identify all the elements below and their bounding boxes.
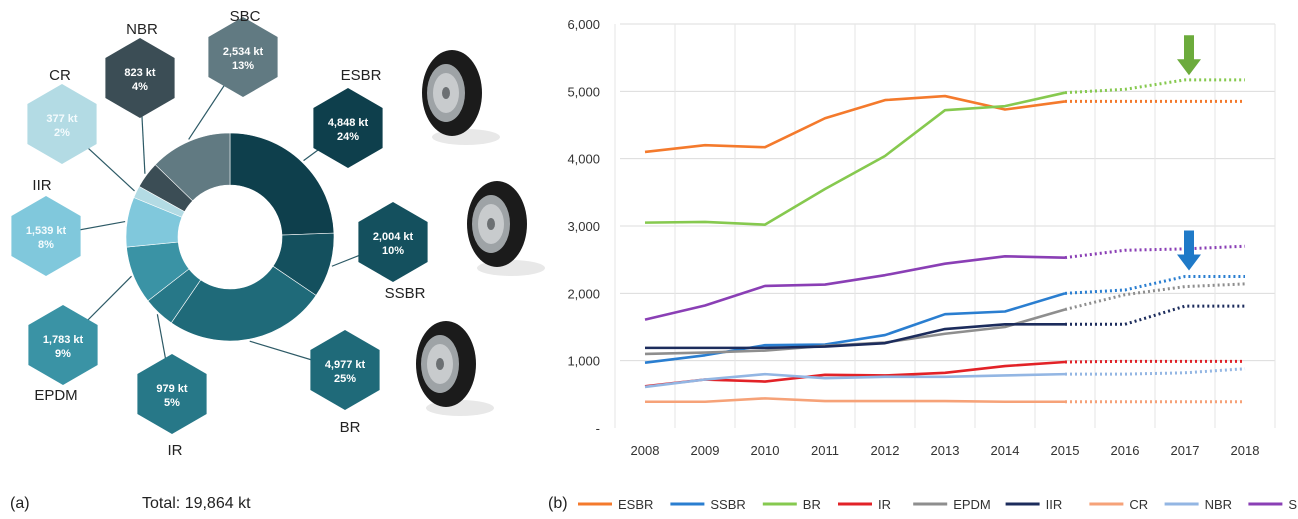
total-label: Total: 19,864 kt — [142, 495, 251, 512]
hexagon-value-nbr: 823 kt — [124, 67, 156, 79]
x-tick-label: 2015 — [1051, 443, 1080, 458]
legend-label-sbc: SBC — [1288, 497, 1298, 512]
tire-hub — [442, 87, 450, 99]
slice-name-cr: CR — [49, 67, 71, 84]
slice-name-ir: IR — [168, 442, 183, 459]
hexagon-pct-ssbr: 10% — [382, 245, 404, 257]
hexagon-value-esbr: 4,848 kt — [328, 117, 369, 129]
hexagon-value-iir: 1,539 kt — [26, 225, 67, 237]
x-tick-label: 2011 — [811, 443, 839, 458]
legend-label-nbr: NBR — [1205, 497, 1232, 512]
y-tick-label: 4,000 — [567, 152, 600, 167]
x-tick-label: 2008 — [631, 443, 660, 458]
legend-label-cr: CR — [1129, 497, 1148, 512]
series-line-ssbr — [644, 292, 1066, 364]
hexagon-pct-epdm: 9% — [55, 348, 71, 360]
hexagon-badge-iir — [11, 196, 81, 276]
hexagon-badge-epdm — [28, 305, 98, 385]
hexagon-badge-nbr — [105, 38, 175, 118]
hexagon-badge-ssbr — [358, 202, 428, 282]
trend-arrow-1 — [1177, 35, 1201, 76]
slice-name-nbr: NBR — [126, 21, 158, 38]
series-line-iir — [645, 323, 1065, 350]
legend-label-ir: IR — [878, 497, 891, 512]
series-forecast-iir — [1065, 304, 1245, 326]
hexagon-pct-cr: 2% — [54, 127, 70, 139]
legend-label-iir: IIR — [1046, 497, 1063, 512]
series-forecast-epdm — [1064, 282, 1246, 311]
x-tick-label: 2016 — [1111, 443, 1140, 458]
series-forecast-ir — [1064, 359, 1245, 364]
hexagon-value-sbc: 2,534 kt — [223, 46, 264, 58]
tire-image-2 — [467, 181, 545, 276]
donut-chart-panel: 4,848 kt 24% ESBR 2,004 kt 10% SSBR 4,977 kt 25… — [11, 8, 545, 459]
series-forecast-nbr — [1065, 367, 1246, 376]
y-tick-label: 3,000 — [567, 219, 600, 234]
hexagon-badge-br — [310, 330, 380, 410]
hexagon-value-ssbr: 2,004 kt — [373, 231, 414, 243]
series-forecast-sbc — [1064, 244, 1246, 260]
tire-image-3 — [416, 321, 494, 416]
series-line-nbr — [644, 372, 1066, 389]
legend-label-ssbr: SSBR — [710, 497, 745, 512]
panel-a-label: (a) — [10, 495, 30, 512]
x-tick-label: 2018 — [1231, 443, 1260, 458]
panel-b-label: (b) — [548, 495, 568, 512]
donut-slice-sbc — [154, 132, 231, 202]
slice-name-iir: IIR — [32, 177, 51, 194]
series-forecast-br — [1064, 78, 1245, 95]
y-tick-label: 5,000 — [567, 84, 600, 99]
donut-slice-esbr — [229, 132, 335, 236]
slice-name-esbr: ESBR — [341, 67, 382, 84]
hexagon-value-epdm: 1,783 kt — [43, 334, 84, 346]
series-line-br — [644, 91, 1066, 226]
y-tick-label: 2,000 — [567, 286, 600, 301]
tire-hub — [487, 218, 495, 230]
hexagon-pct-sbc: 13% — [232, 60, 254, 72]
hexagon-value-cr: 377 kt — [46, 113, 78, 125]
hexagon-pct-nbr: 4% — [132, 81, 148, 93]
hexagon-badge-cr — [27, 84, 97, 164]
slice-name-sbc: SBC — [230, 8, 261, 25]
slice-name-ssbr: SSBR — [385, 285, 426, 302]
x-tick-label: 2017 — [1171, 443, 1200, 458]
legend-label-esbr: ESBR — [618, 497, 653, 512]
y-tick-label: 6,000 — [567, 17, 600, 32]
series-line-sbc — [644, 254, 1066, 321]
donut-slice-br — [170, 265, 317, 342]
series-line-cr — [645, 397, 1065, 404]
y-tick-label: 1,000 — [567, 354, 600, 369]
hexagon-value-ir: 979 kt — [156, 383, 188, 395]
hexagon-pct-esbr: 24% — [337, 131, 359, 143]
tire-image-1 — [422, 50, 500, 145]
x-tick-label: 2010 — [751, 443, 780, 458]
x-tick-label: 2009 — [691, 443, 720, 458]
legend-label-br: BR — [803, 497, 821, 512]
hexagon-pct-iir: 8% — [38, 239, 54, 251]
tire-hub — [436, 358, 444, 370]
x-tick-label: 2012 — [871, 443, 900, 458]
hexagon-pct-br: 25% — [334, 373, 356, 385]
hexagon-value-br: 4,977 kt — [325, 359, 366, 371]
legend-label-epdm: EPDM — [953, 497, 991, 512]
line-chart-panel: - 1,000 2,000 3,000 4,000 5,000 6,000 2008 2009 2… — [567, 17, 1298, 512]
trend-arrow-2 — [1177, 230, 1201, 271]
slice-name-br: BR — [340, 419, 361, 436]
x-tick-label: 2013 — [931, 443, 960, 458]
hexagon-pct-ir: 5% — [164, 397, 180, 409]
series-forecast-ssbr — [1064, 275, 1245, 295]
hexagon-badge-ir — [137, 354, 207, 434]
hexagon-badge-esbr — [313, 88, 383, 168]
x-tick-label: 2014 — [991, 443, 1020, 458]
slice-name-epdm: EPDM — [34, 387, 77, 404]
y-tick-label: - — [596, 421, 600, 436]
hexagon-badge-sbc — [208, 17, 278, 97]
